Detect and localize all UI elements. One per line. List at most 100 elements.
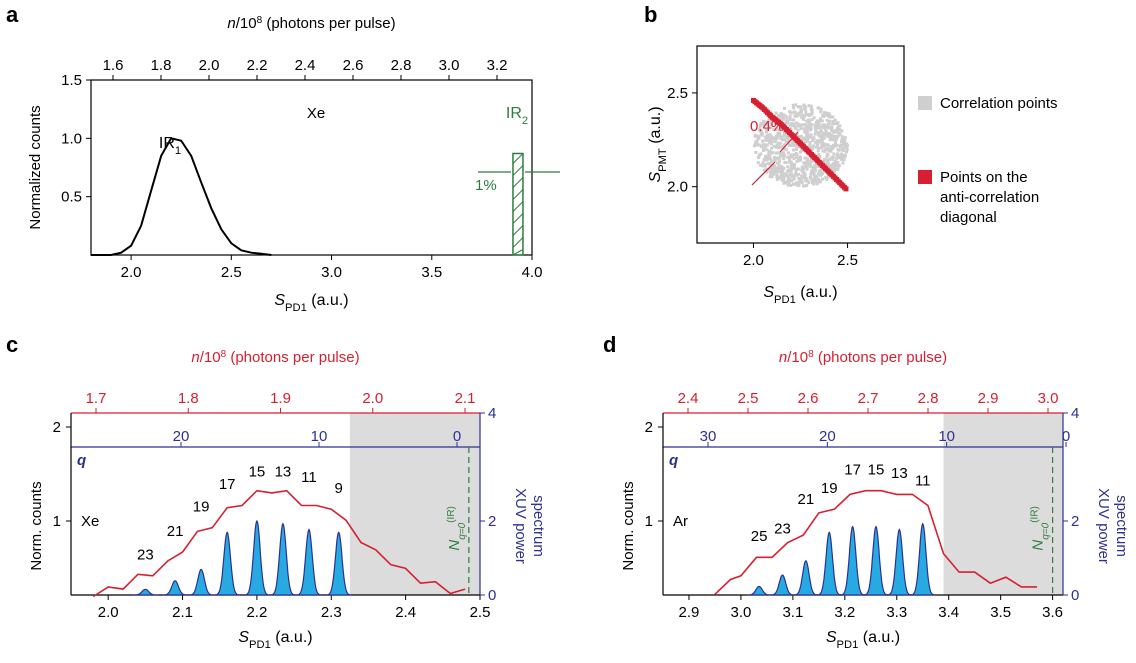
top-tick-label: 2.4 xyxy=(678,390,699,407)
correlation-point xyxy=(780,135,784,139)
correlation-point xyxy=(819,168,823,172)
correlation-point xyxy=(842,158,846,162)
correlation-point xyxy=(821,177,825,181)
correlation-point xyxy=(792,175,796,179)
right-tick-label: 0 xyxy=(1071,587,1079,604)
correlation-point xyxy=(792,118,796,122)
correlation-point xyxy=(788,114,792,118)
top-tick-label: 2.7 xyxy=(858,390,879,407)
correlation-point xyxy=(788,110,792,114)
correlation-point xyxy=(760,122,764,126)
harmonic-label: 11 xyxy=(915,472,931,489)
correlation-point xyxy=(831,146,835,150)
correlation-point xyxy=(758,125,762,129)
correlation-point xyxy=(827,161,831,165)
correlation-point xyxy=(786,176,790,180)
top-tick-label: 3.0 xyxy=(1038,390,1059,407)
top-axis-label: n/108 (photons per pulse) xyxy=(191,349,359,367)
correlation-point xyxy=(775,173,779,177)
correlation-point xyxy=(790,122,794,126)
top-tick-label: 2.0 xyxy=(362,390,383,407)
correlation-point xyxy=(759,145,763,149)
correlation-point xyxy=(830,133,834,137)
correlation-point xyxy=(772,155,776,159)
shaded-region xyxy=(349,413,480,595)
correlation-point xyxy=(789,111,793,115)
ir2-hatch xyxy=(512,153,524,164)
right-tick-label: 4 xyxy=(1071,405,1079,422)
harmonic-label: 25 xyxy=(751,528,768,545)
top-tick-label: 2.8 xyxy=(918,390,939,407)
correlation-point xyxy=(759,132,763,136)
correlation-point xyxy=(815,130,819,134)
correlation-point xyxy=(817,169,821,173)
correlation-point xyxy=(784,140,788,144)
x-tick-label: 3.0 xyxy=(730,604,751,621)
correlation-point xyxy=(777,113,781,117)
correlation-point xyxy=(782,113,786,117)
correlation-point xyxy=(834,137,838,141)
correlation-point xyxy=(794,167,798,171)
correlation-point xyxy=(840,147,844,151)
correlation-point xyxy=(811,178,815,182)
correlation-point xyxy=(764,135,768,139)
top-tick-label-a: 2.8 xyxy=(391,57,412,74)
correlation-point xyxy=(787,182,791,186)
correlation-point xyxy=(809,147,813,151)
correlation-point xyxy=(818,139,822,143)
correlation-point xyxy=(798,113,802,117)
correlation-point xyxy=(810,104,814,108)
y-tick-label-b: 2.5 xyxy=(667,85,688,102)
x-axis-label-b: SPD1 (a.u.) xyxy=(763,284,837,306)
top-tick-label: 2.1 xyxy=(455,390,476,407)
correlation-point xyxy=(778,141,782,145)
ir2-hatch xyxy=(512,249,524,256)
correlation-point xyxy=(784,114,788,118)
harmonic-peak xyxy=(770,574,795,596)
correlation-point xyxy=(782,173,786,177)
correlation-point xyxy=(816,126,820,130)
harmonic-peak xyxy=(747,585,772,596)
correlation-point xyxy=(817,119,821,123)
correlation-point xyxy=(814,164,818,168)
correlation-point xyxy=(835,153,839,157)
correlation-point xyxy=(807,181,811,185)
correlation-point xyxy=(845,150,849,154)
correlation-point xyxy=(812,182,816,186)
correlation-point xyxy=(825,158,829,162)
x-tick-label: 2.5 xyxy=(470,604,491,621)
correlation-point xyxy=(809,133,813,137)
correlation-point xyxy=(765,120,769,124)
correlation-point xyxy=(777,163,781,167)
correlation-point xyxy=(766,162,770,166)
correlation-point xyxy=(804,177,808,181)
correlation-point xyxy=(786,174,790,178)
correlation-point xyxy=(804,179,808,183)
correlation-point xyxy=(828,119,832,123)
correlation-point xyxy=(806,179,810,183)
correlation-point xyxy=(804,156,808,160)
correlation-point xyxy=(805,164,809,168)
panel-c: c 1.7 1.8 1.9 2.0 2.1 n/108 (photons per pulse… xyxy=(6,332,547,651)
correlation-point xyxy=(810,169,814,173)
correlation-point xyxy=(807,104,811,108)
harmonic-peak xyxy=(133,588,158,596)
q-tick-label: 0 xyxy=(1062,428,1070,445)
correlation-point xyxy=(769,169,773,173)
correlation-point xyxy=(778,131,782,135)
correlation-point xyxy=(764,127,768,131)
correlation-point xyxy=(831,163,835,167)
correlation-point xyxy=(800,138,804,142)
correlation-point xyxy=(812,171,816,175)
correlation-point xyxy=(819,107,823,111)
correlation-point xyxy=(794,151,798,155)
x-tick-label: 3.5 xyxy=(990,604,1011,621)
correlation-point xyxy=(817,177,821,181)
correlation-point xyxy=(773,170,777,174)
correlation-point xyxy=(828,164,832,168)
correlation-point xyxy=(763,122,767,126)
correlation-point xyxy=(810,112,814,116)
legend: Correlation points Points on the anti-co… xyxy=(918,95,1058,226)
correlation-point xyxy=(804,130,808,134)
